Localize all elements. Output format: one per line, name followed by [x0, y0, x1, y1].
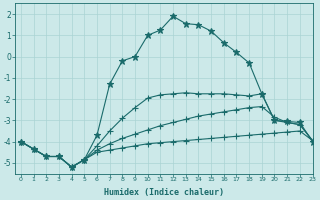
- X-axis label: Humidex (Indice chaleur): Humidex (Indice chaleur): [104, 188, 224, 197]
